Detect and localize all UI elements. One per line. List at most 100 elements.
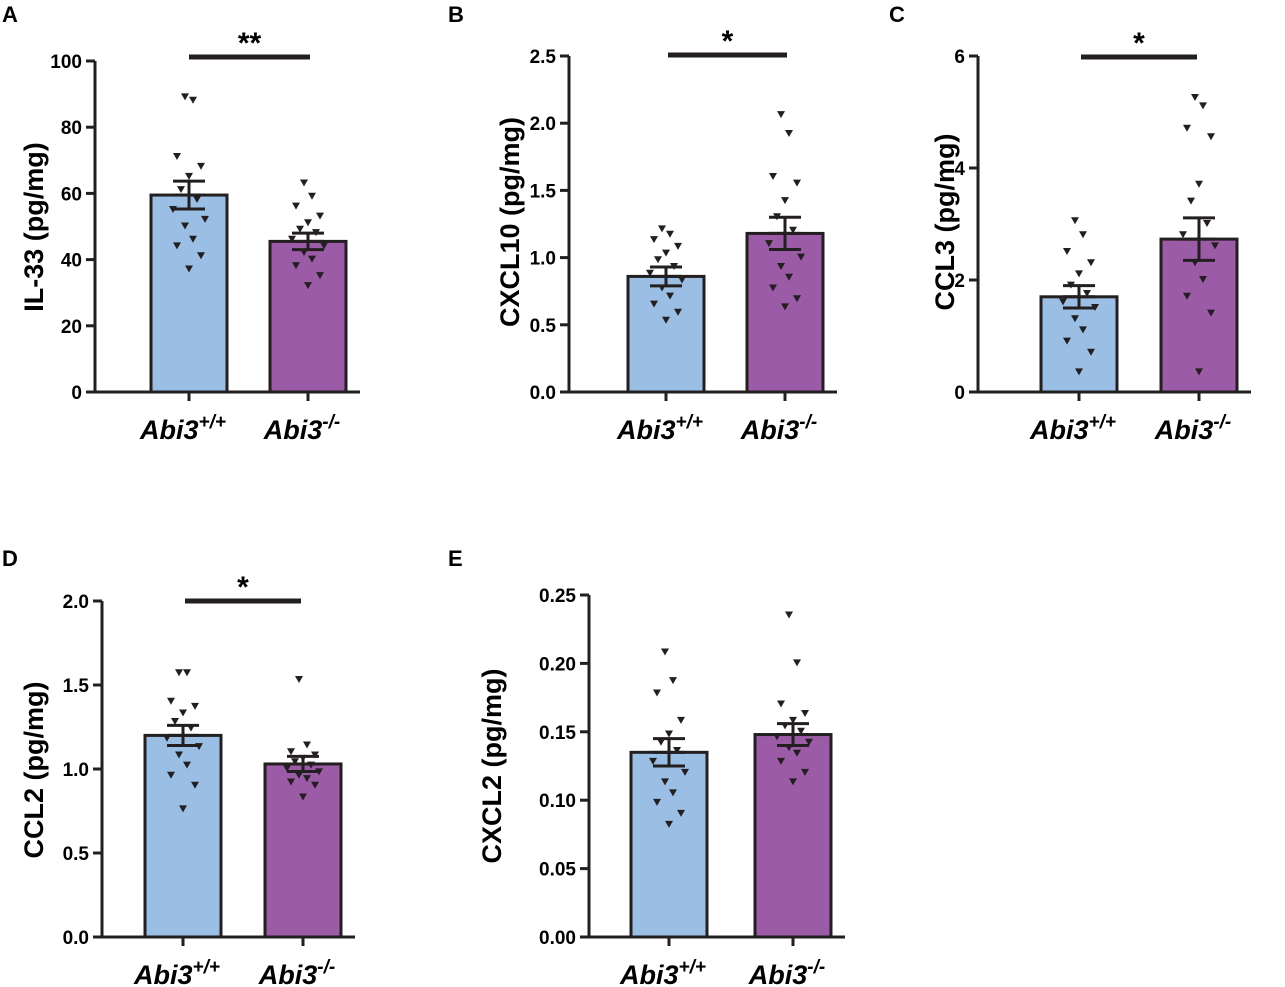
data-point bbox=[311, 751, 319, 759]
y-tick-label: 0.15 bbox=[539, 723, 576, 744]
data-point bbox=[173, 242, 181, 250]
data-point bbox=[777, 700, 785, 708]
significance-label: * bbox=[237, 571, 249, 604]
data-point bbox=[185, 172, 193, 180]
y-tick-label: 40 bbox=[61, 251, 82, 272]
y-tick-label: 0.0 bbox=[530, 383, 556, 404]
x-tick-label: Abi3-/- bbox=[258, 957, 335, 987]
data-point bbox=[1083, 290, 1091, 297]
x-tick-label-base: Abi3 bbox=[258, 960, 318, 987]
data-point bbox=[781, 303, 789, 311]
data-point bbox=[163, 734, 171, 742]
data-point bbox=[665, 730, 673, 738]
bar-wildtype bbox=[626, 274, 706, 394]
data-point bbox=[666, 230, 674, 238]
y-tick-label: 0.10 bbox=[539, 791, 576, 812]
data-point bbox=[674, 242, 682, 250]
y-tick-label: 2.0 bbox=[530, 114, 556, 135]
data-point bbox=[181, 222, 189, 230]
x-tick-label: Abi3+/+ bbox=[139, 412, 226, 445]
y-tick-label: 0.25 bbox=[539, 586, 576, 607]
y-tick-label: 0.5 bbox=[530, 316, 557, 337]
y-axis-label: CCL2 (pg/mg) bbox=[19, 682, 49, 859]
panel-letter: E bbox=[448, 546, 463, 571]
y-tick-label: 2.5 bbox=[530, 47, 557, 68]
x-tick-label-sup: -/- bbox=[1213, 412, 1231, 433]
x-tick-label: Abi3+/+ bbox=[133, 957, 220, 987]
data-point bbox=[793, 295, 801, 303]
data-point bbox=[1207, 309, 1215, 317]
data-point bbox=[175, 751, 183, 759]
data-point bbox=[316, 272, 324, 280]
y-tick-label: 0 bbox=[954, 383, 965, 404]
panel-letter: B bbox=[448, 2, 464, 27]
data-point bbox=[677, 716, 685, 724]
bar-knockout bbox=[268, 239, 348, 394]
y-tick-label: 60 bbox=[61, 184, 82, 205]
y-tick-label: 0.0 bbox=[63, 928, 89, 949]
bar-wildtype bbox=[1039, 295, 1119, 394]
significance-label: ** bbox=[238, 27, 262, 60]
y-tick-label: 1.0 bbox=[530, 249, 556, 270]
data-point bbox=[1211, 242, 1219, 250]
data-point bbox=[177, 186, 185, 194]
data-point bbox=[1079, 231, 1087, 239]
data-point bbox=[303, 741, 311, 749]
data-point bbox=[781, 722, 789, 730]
data-point bbox=[300, 248, 308, 256]
data-point bbox=[295, 675, 303, 683]
x-tick-label-sup: +/+ bbox=[676, 412, 703, 433]
data-point bbox=[179, 709, 187, 717]
data-point bbox=[169, 205, 177, 213]
bar-wildtype bbox=[629, 750, 709, 939]
y-tick-label: 1.5 bbox=[63, 676, 90, 697]
significance-label: * bbox=[722, 25, 734, 58]
data-point bbox=[777, 263, 785, 271]
data-point bbox=[197, 252, 205, 260]
data-point bbox=[801, 710, 809, 718]
data-point bbox=[1207, 133, 1215, 141]
data-point bbox=[789, 226, 797, 234]
data-point bbox=[649, 757, 657, 765]
data-point bbox=[167, 771, 175, 779]
data-point bbox=[187, 724, 195, 732]
data-point bbox=[661, 778, 669, 786]
data-point bbox=[299, 754, 307, 762]
bar-knockout bbox=[753, 733, 833, 939]
x-tick-label-sup: -/- bbox=[317, 957, 335, 978]
data-point bbox=[773, 213, 781, 221]
data-point bbox=[296, 225, 304, 233]
data-point bbox=[312, 229, 320, 237]
data-point bbox=[287, 778, 295, 786]
data-point bbox=[785, 273, 793, 281]
data-point bbox=[303, 775, 311, 783]
x-tick-label-sup: +/+ bbox=[199, 412, 226, 433]
data-point bbox=[167, 697, 175, 705]
data-point bbox=[1199, 102, 1207, 110]
data-point bbox=[307, 761, 315, 769]
data-point bbox=[1079, 326, 1087, 334]
data-point bbox=[769, 284, 777, 292]
bar-wildtype bbox=[143, 733, 223, 939]
data-point bbox=[201, 215, 209, 223]
x-tick-label: Abi3-/- bbox=[748, 957, 825, 987]
data-point bbox=[191, 781, 199, 789]
y-tick-label: 6 bbox=[954, 47, 965, 68]
data-point bbox=[1063, 248, 1071, 255]
data-point bbox=[300, 179, 308, 187]
data-point bbox=[653, 689, 661, 697]
data-point bbox=[666, 292, 674, 300]
data-point bbox=[1191, 94, 1199, 101]
data-point bbox=[316, 212, 324, 220]
x-tick-label-base: Abi3 bbox=[616, 415, 676, 445]
data-point bbox=[183, 761, 191, 769]
data-point bbox=[681, 768, 689, 776]
data-point bbox=[1179, 231, 1187, 239]
y-tick-label: 0 bbox=[71, 383, 82, 404]
data-point bbox=[789, 716, 797, 724]
data-point bbox=[1183, 124, 1191, 132]
bar-knockout bbox=[263, 762, 343, 939]
data-point bbox=[777, 757, 785, 765]
data-point bbox=[662, 316, 670, 324]
